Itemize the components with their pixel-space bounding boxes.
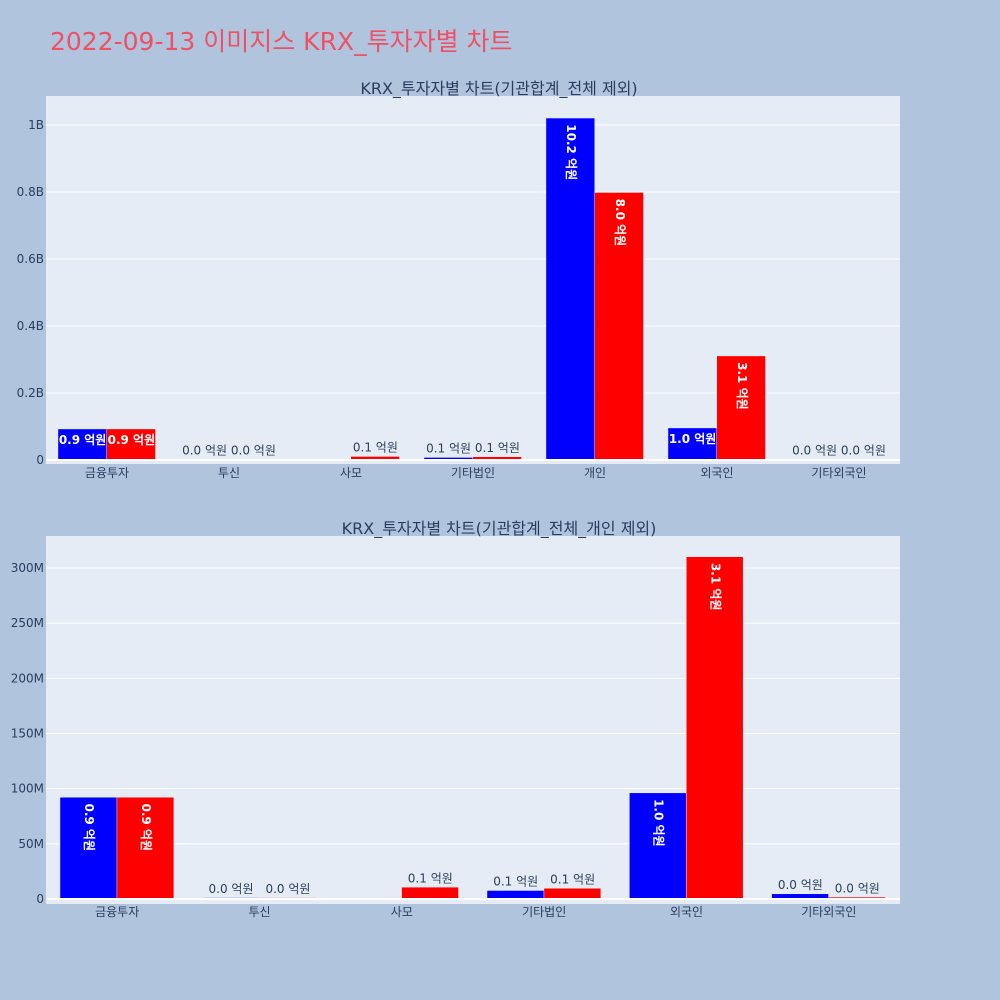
data-label: 0.0 억원 [835,881,880,895]
bar [544,888,601,899]
y-tick-label: 250M [11,616,44,630]
data-label: 0.1 억원 [475,441,520,455]
y-tick-label: 0 [36,892,44,906]
y-tick-label: 0.4B [17,319,44,333]
bar [595,192,644,461]
data-label: 0.0 억원 [841,443,886,457]
bar [424,457,473,460]
y-tick-label: 150M [11,727,44,741]
x-tick-label: 사모 [391,905,413,919]
x-tick-label: 외국인 [700,466,733,480]
x-tick-label: 기타외국인 [801,905,856,919]
data-label: 1.0 억원 [669,432,717,446]
bar [351,456,400,460]
data-label: 8.0 억원 [613,199,627,247]
y-tick-label: 0.6B [17,252,44,266]
y-tick-label: 300M [11,561,44,575]
x-tick-label: 개인 [584,466,606,480]
data-label: 0.9 억원 [82,803,96,851]
x-tick-label: 외국인 [670,905,703,919]
data-label: 0.0 억원 [209,882,254,896]
x-tick-label: 금융투자 [85,466,129,480]
bar [473,456,522,460]
y-tick-label: 0.8B [17,185,44,199]
bar [58,429,107,460]
data-label: 0.9 억원 [59,433,107,447]
y-tick-label: 0.2B [17,386,44,400]
chart-title: KRX_투자자별 차트(기관합계_전체_개인 제외) [342,519,657,539]
y-tick-label: 50M [18,837,44,851]
data-label: 0.0 억원 [778,878,823,892]
bar [107,429,156,460]
data-label: 1.0 억원 [652,799,666,847]
x-tick-label: 투신 [218,466,240,480]
x-tick-label: 투신 [248,905,270,919]
bar [60,797,117,899]
y-tick-label: 0 [36,453,44,467]
bar [629,793,686,899]
y-tick-label: 100M [11,782,44,796]
x-tick-label: 기타외국인 [811,466,866,480]
bar [487,890,544,899]
data-label: 3.1 억원 [735,362,749,410]
y-tick-label: 200M [11,671,44,685]
bar [117,797,174,899]
data-label: 3.1 억원 [708,563,722,611]
data-label: 0.0 억원 [182,443,227,457]
bar [717,356,766,460]
bar [546,118,595,461]
page-title: 2022-09-13 이미지스 KRX_투자자별 차트 [50,27,513,56]
bar [401,887,459,899]
bar [686,556,743,899]
data-label: 0.1 억원 [493,875,538,889]
x-tick-label: 금융투자 [95,905,139,919]
data-label: 0.1 억원 [550,873,595,887]
bar [771,894,829,899]
x-tick-label: 사모 [340,466,362,480]
y-tick-label: 1B [28,118,44,132]
plot-area [46,536,900,904]
plot-area [46,96,900,464]
data-label: 0.0 억원 [231,443,276,457]
data-label: 0.0 억원 [265,882,310,896]
data-label: 0.1 억원 [426,442,471,456]
data-label: 0.9 억원 [108,433,156,447]
data-label: 10.2 억원 [564,124,578,180]
x-tick-label: 기타법인 [522,905,566,919]
chart-1: 0 0.2B 0.4B 0.6B 0.8B 1B KRX_투자자별 차트(기관합계_전체 제… [17,79,900,480]
x-tick-label: 기타법인 [451,466,495,480]
data-label: 0.0 억원 [792,443,837,457]
data-label: 0.1 억원 [353,441,398,455]
chart-title: KRX_투자자별 차트(기관합계_전체 제외) [360,79,637,99]
bar [668,428,717,460]
data-label: 0.1 억원 [408,871,453,885]
data-label: 0.9 억원 [139,803,153,851]
chart-2: 0 50M 100M 150M 200M 250M 300M KRX_투자자별 차트(기관합계… [11,519,900,919]
